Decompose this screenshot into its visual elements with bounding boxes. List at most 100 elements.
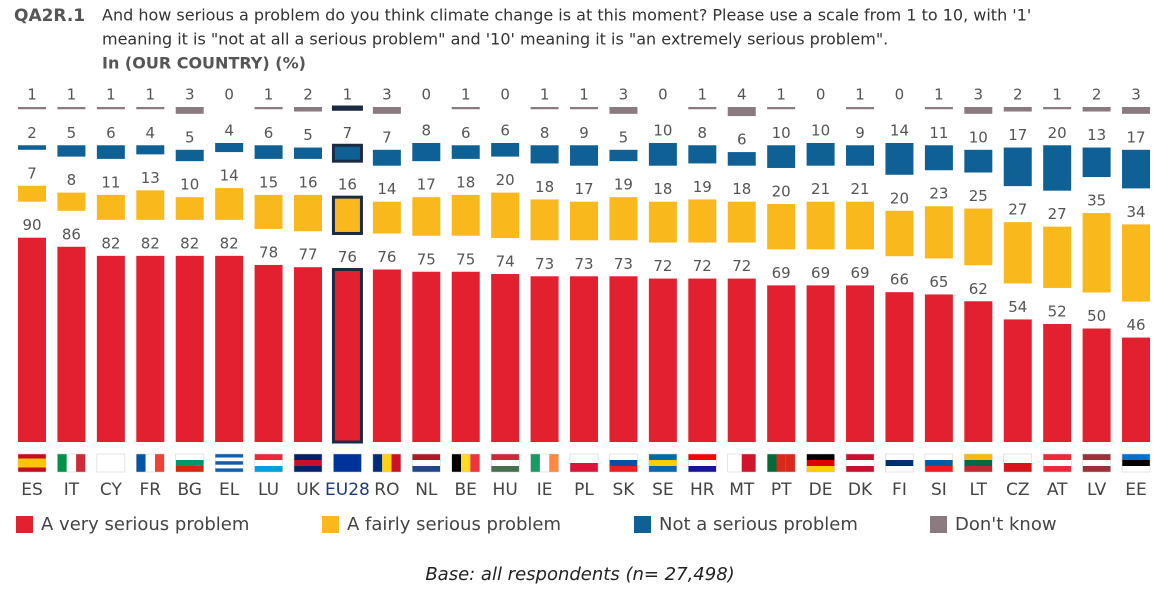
- bar: [1043, 145, 1071, 190]
- value-label: 7: [382, 128, 392, 146]
- x-tick-label: BE: [455, 480, 477, 500]
- flag: [176, 454, 204, 460]
- value-label: 1: [540, 86, 550, 104]
- value-label: 20: [1048, 124, 1067, 142]
- value-label: 13: [141, 169, 160, 187]
- flag: [255, 460, 283, 466]
- bar: [255, 145, 283, 159]
- bar: [1083, 329, 1111, 443]
- flag: [688, 460, 716, 466]
- flag: [97, 454, 125, 472]
- flag: [215, 468, 243, 472]
- value-label: 5: [619, 128, 629, 146]
- bar: [807, 285, 835, 442]
- x-tick-label: NL: [415, 480, 438, 500]
- bar: [1122, 107, 1150, 114]
- value-label: 3: [382, 86, 392, 104]
- flag: [412, 460, 440, 466]
- value-label: 75: [456, 250, 475, 268]
- value-label: 52: [1048, 302, 1067, 320]
- flag: [294, 454, 322, 460]
- bar: [333, 269, 361, 442]
- bar: [136, 145, 164, 154]
- bar: [1083, 213, 1111, 292]
- value-label: 7: [27, 164, 37, 182]
- value-label: 65: [929, 273, 948, 291]
- flag: [807, 460, 835, 466]
- bar: [885, 143, 913, 175]
- value-label: 6: [737, 131, 747, 149]
- bar: [57, 145, 85, 156]
- value-label: 9: [579, 124, 589, 142]
- value-label: 82: [141, 234, 160, 252]
- value-label: 8: [422, 122, 432, 140]
- bar: [373, 150, 401, 166]
- flag: [742, 454, 756, 472]
- x-tick-label: FR: [139, 480, 161, 500]
- bar: [1083, 107, 1111, 112]
- x-tick-label: HU: [493, 480, 518, 500]
- bar: [97, 145, 125, 159]
- bar: [176, 150, 204, 161]
- x-tick-label: SK: [612, 480, 635, 500]
- bar: [333, 145, 361, 161]
- bar: [136, 256, 164, 442]
- value-label: 4: [737, 86, 747, 104]
- bar: [215, 143, 243, 152]
- legend-label: Not a serious problem: [659, 514, 858, 535]
- flag: [1043, 454, 1071, 460]
- flag: [1043, 460, 1071, 466]
- bar: [97, 195, 125, 220]
- value-label: 1: [698, 86, 708, 104]
- bar: [570, 276, 598, 442]
- value-label: 2: [303, 86, 313, 104]
- flag: [294, 460, 322, 466]
- x-tick-label: MT: [729, 480, 755, 500]
- value-label: 5: [185, 128, 195, 146]
- x-tick-label: LU: [258, 480, 279, 500]
- bar: [491, 274, 519, 442]
- value-label: 66: [890, 271, 909, 289]
- value-label: 16: [298, 173, 317, 191]
- x-tick-label: BG: [177, 480, 202, 500]
- flag: [294, 466, 322, 472]
- x-tick-label: CY: [100, 480, 123, 500]
- value-label: 0: [422, 86, 432, 104]
- flag: [609, 454, 637, 460]
- value-label: 11: [101, 173, 120, 191]
- flag: [649, 454, 677, 460]
- legend-label: A fairly serious problem: [347, 514, 561, 535]
- value-label: 62: [969, 280, 988, 298]
- value-label: 17: [574, 180, 593, 198]
- flag: [412, 454, 440, 460]
- flag: [1004, 454, 1032, 463]
- bar: [531, 107, 559, 109]
- value-label: 16: [338, 176, 357, 194]
- x-tick-label: CZ: [1006, 480, 1030, 500]
- flag: [136, 454, 145, 472]
- question-code: QA2R.1: [14, 6, 85, 26]
- bar: [531, 199, 559, 240]
- flag: [807, 454, 835, 460]
- value-label: 69: [850, 264, 869, 282]
- flag: [846, 466, 874, 472]
- bar: [215, 256, 243, 442]
- bar: [373, 269, 401, 442]
- legend-swatch: [16, 516, 33, 533]
- value-label: 17: [1126, 128, 1145, 146]
- bar: [846, 107, 874, 109]
- value-label: 10: [811, 122, 830, 140]
- flag: [885, 460, 913, 466]
- bar: [728, 279, 756, 442]
- flag: [1083, 460, 1111, 466]
- bar: [57, 107, 85, 109]
- bar: [373, 202, 401, 234]
- flag: [570, 463, 598, 472]
- flag: [549, 454, 558, 472]
- flag: [255, 454, 283, 460]
- value-label: 6: [106, 124, 116, 142]
- flag: [885, 454, 913, 460]
- bar: [1004, 107, 1032, 112]
- flag: [925, 460, 953, 466]
- question-text: And how serious a problem do you think c…: [102, 6, 1031, 25]
